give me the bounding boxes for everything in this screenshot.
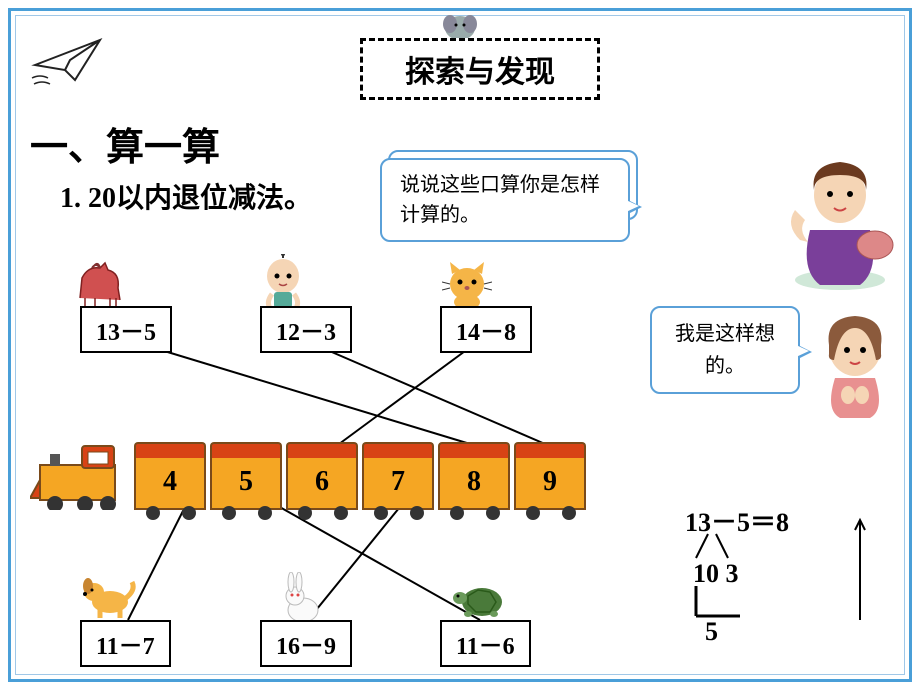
- problem-box: 12－3: [260, 306, 352, 353]
- section-title: 一、算一算: [30, 116, 220, 171]
- paper-plane-icon: [30, 30, 110, 90]
- boy-icon: [258, 254, 308, 310]
- title-text: 探索与发现: [405, 47, 555, 91]
- dog-icon: [80, 572, 136, 620]
- turtle-icon: [450, 576, 510, 620]
- problem-box: 11－7: [80, 620, 171, 667]
- train-car: 9: [514, 454, 586, 510]
- problem-box: 13－5: [80, 306, 172, 353]
- train-engine-icon: [30, 440, 130, 510]
- train-car: 8: [438, 454, 510, 510]
- title-box: 探索与发现: [360, 38, 600, 100]
- bubble-tail-icon: [626, 200, 639, 212]
- problem-box: 14－8: [440, 306, 532, 353]
- train-car: 5: [210, 454, 282, 510]
- train: 4 5 6 7 8 9: [30, 440, 586, 510]
- teacher-icon: [780, 150, 900, 290]
- problem-box: 11－6: [440, 620, 531, 667]
- train-car: 6: [286, 454, 358, 510]
- teacher-bubble: 说说这些口算你是怎样计算的。: [380, 158, 630, 242]
- bubble-tail-icon: [796, 345, 809, 357]
- rabbit-icon: [275, 572, 325, 624]
- solution-lines-icon: [680, 500, 900, 670]
- student-bubble: 我是这样想的。: [650, 306, 800, 394]
- subtitle: 1. 20以内退位减法。: [60, 176, 312, 216]
- train-car: 7: [362, 454, 434, 510]
- student-icon: [810, 310, 900, 420]
- cat-icon: [442, 258, 492, 308]
- problem-box: 16－9: [260, 620, 352, 667]
- horse-icon: [70, 258, 130, 308]
- train-car: 4: [134, 454, 206, 510]
